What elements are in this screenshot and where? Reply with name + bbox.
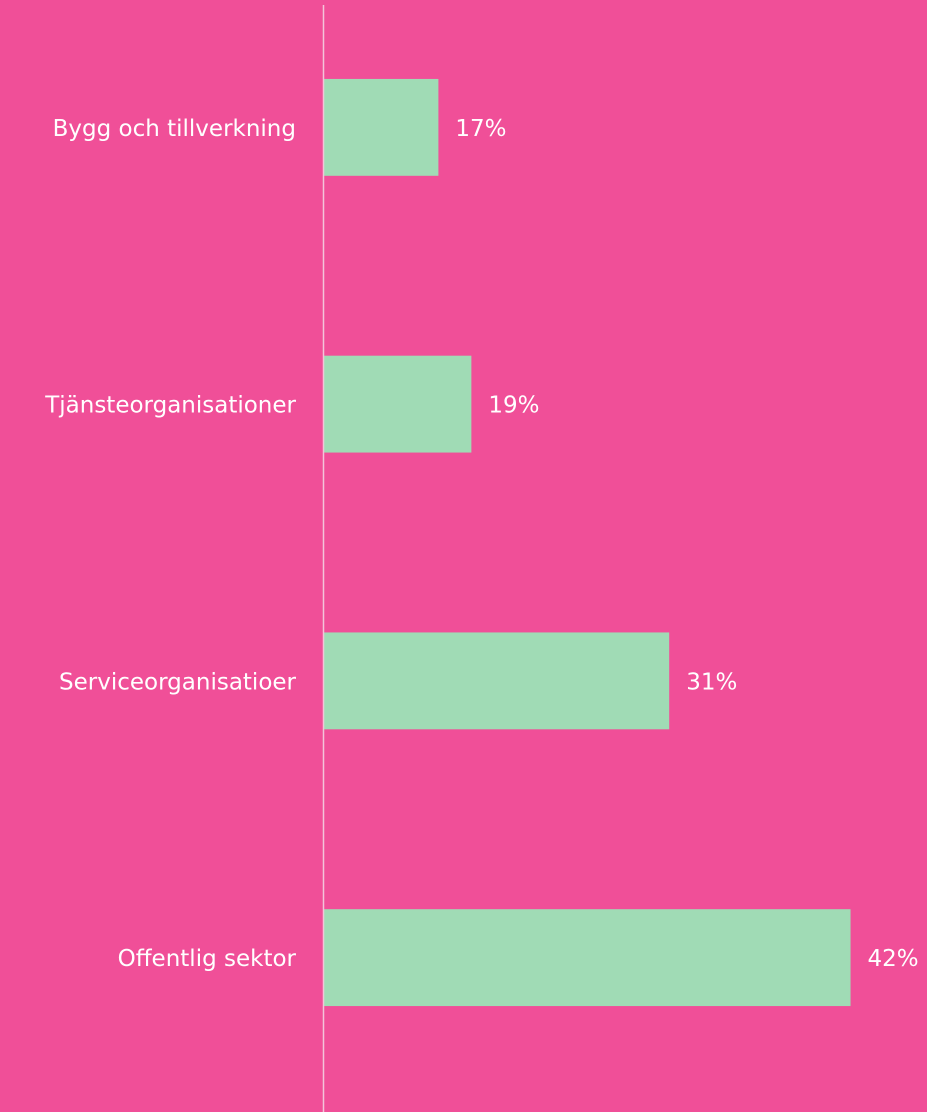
y-tick-label: Serviceorganisatioer (59, 669, 296, 695)
bar (323, 632, 670, 730)
bar (323, 78, 439, 176)
bar (323, 355, 472, 453)
y-tick-label: Offentlig sektor (118, 946, 297, 972)
data-label: 17% (455, 116, 506, 142)
data-label: 42% (868, 946, 919, 972)
bar (323, 909, 851, 1007)
y-tick-label: Bygg och tillverkning (53, 116, 296, 142)
y-tick-label: Tjänsteorganisationer (44, 393, 296, 419)
data-label: 19% (488, 393, 539, 419)
data-label: 31% (686, 669, 737, 695)
